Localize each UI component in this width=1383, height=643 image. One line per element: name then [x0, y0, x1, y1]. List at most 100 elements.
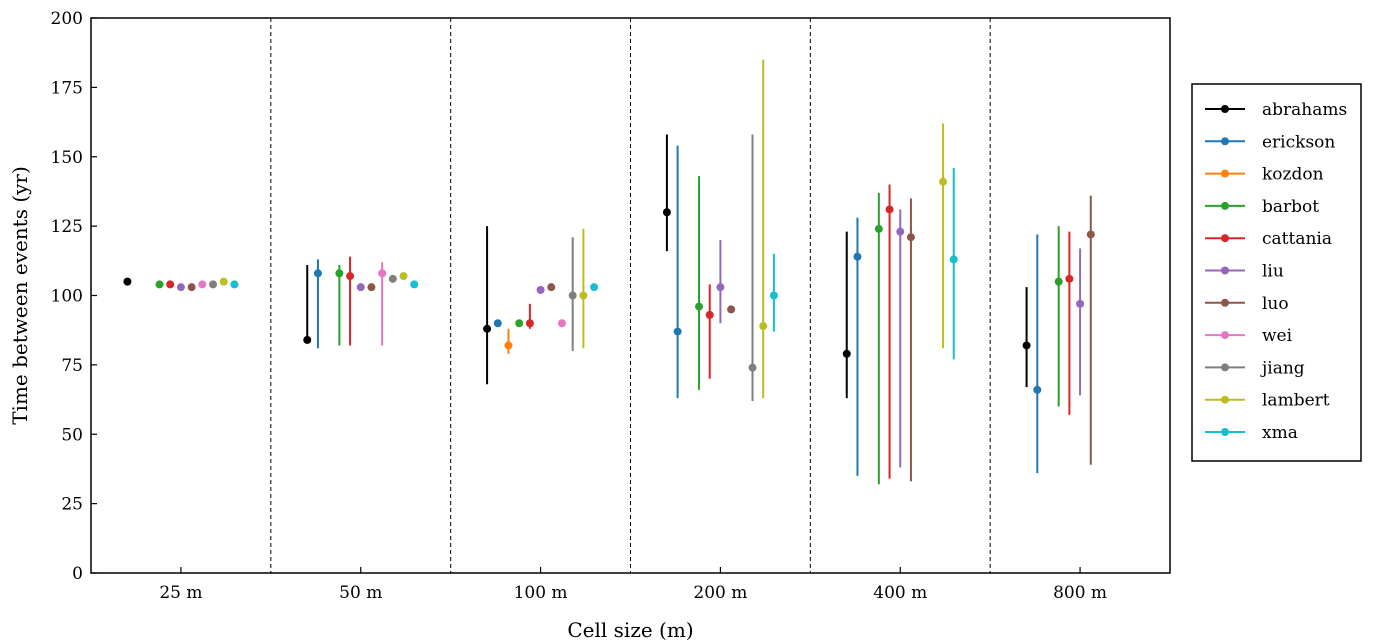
marker-jiang: [748, 363, 757, 372]
marker-wei: [198, 280, 207, 289]
marker-lambert: [579, 291, 588, 300]
legend-label-barbot: barbot: [1262, 197, 1319, 217]
marker-liu: [536, 285, 545, 294]
legend-marker-lambert: [1221, 395, 1229, 404]
error-bars: [306, 59, 1092, 485]
legend-label-cattania: cattania: [1262, 229, 1332, 249]
group-separators: [270, 18, 991, 573]
marker-abrahams: [1022, 341, 1031, 350]
x-tick-label: 200 m: [693, 583, 747, 603]
y-tick-label: 25: [61, 495, 83, 515]
marker-abrahams: [483, 324, 492, 333]
legend-marker-luo: [1221, 298, 1229, 307]
marker-barbot: [695, 302, 704, 311]
y-tick-label: 175: [51, 78, 83, 98]
legend-label-jiang: jiang: [1260, 358, 1305, 378]
x-axis-label: Cell size (m): [567, 618, 693, 642]
marker-cattania: [705, 310, 714, 319]
marker-barbot: [515, 319, 524, 328]
legend-label-liu: liu: [1262, 262, 1284, 282]
marker-abrahams: [123, 277, 132, 286]
marker-luo: [727, 305, 736, 314]
marker-wei: [557, 319, 566, 328]
legend-marker-barbot: [1221, 201, 1229, 210]
marker-jiang: [209, 280, 218, 289]
marker-cattania: [166, 280, 175, 289]
legend-marker-jiang: [1221, 363, 1229, 372]
legend-marker-xma: [1221, 428, 1229, 436]
y-tick-label: 100: [51, 287, 83, 307]
marker-barbot: [874, 224, 883, 233]
marker-xma: [769, 291, 778, 300]
marker-luo: [187, 283, 196, 292]
marker-cattania: [346, 272, 355, 281]
marker-jiang: [388, 274, 397, 283]
x-tick-label: 100 m: [514, 583, 568, 603]
marker-luo: [906, 233, 915, 242]
marker-lambert: [759, 322, 768, 331]
marker-cattania: [525, 319, 534, 328]
legend-label-wei: wei: [1262, 326, 1293, 346]
marker-jiang: [568, 291, 577, 300]
marker-xma: [230, 280, 239, 289]
marker-barbot: [155, 280, 164, 289]
marker-xma: [410, 280, 419, 289]
marker-lambert: [399, 272, 408, 281]
marker-abrahams: [303, 335, 312, 344]
x-tick-label: 50 m: [339, 583, 382, 603]
marker-erickson: [313, 269, 322, 278]
x-tick-label: 25 m: [159, 583, 202, 603]
legend-label-erickson: erickson: [1262, 132, 1335, 152]
legend-label-luo: luo: [1262, 294, 1289, 314]
legend-label-abrahams: abrahams: [1262, 100, 1347, 120]
y-tick-label: 200: [51, 9, 83, 29]
marker-xma: [590, 283, 599, 292]
marker-liu: [896, 227, 905, 236]
marker-erickson: [853, 252, 862, 261]
marker-cattania: [1065, 274, 1074, 283]
legend-box: [1191, 83, 1362, 462]
y-axis-label: Time between events (yr): [8, 166, 32, 425]
x-tick-label: 400 m: [873, 583, 927, 603]
marker-liu: [716, 283, 725, 292]
marker-xma: [949, 255, 958, 264]
marker-lambert: [219, 277, 228, 286]
legend-marker-kozdon: [1221, 169, 1229, 178]
marker-abrahams: [842, 349, 851, 358]
legend-marker-liu: [1221, 266, 1229, 275]
legend-marker-wei: [1221, 331, 1229, 340]
marker-erickson: [493, 319, 502, 328]
marker-barbot: [335, 269, 344, 278]
legend-label-kozdon: kozdon: [1262, 165, 1324, 185]
x-axis-ticks: 25 m 50 m 100 m 200 m 400 m 800 m: [159, 567, 1107, 603]
marker-liu: [176, 283, 185, 292]
legend: abrahams erickson kozdon barbot cattania liu l…: [1191, 83, 1362, 462]
y-tick-label: 50: [61, 425, 83, 445]
marker-luo: [547, 283, 556, 292]
y-axis-ticks: 0 25 50 75 100 125 150 175 200: [51, 9, 97, 584]
x-tick-label: 800 m: [1053, 583, 1107, 603]
marker-lambert: [939, 177, 948, 186]
marker-erickson: [1033, 385, 1042, 394]
marker-luo: [367, 283, 376, 292]
y-tick-label: 150: [51, 148, 83, 168]
marker-barbot: [1054, 277, 1063, 286]
marker-erickson: [673, 327, 682, 336]
legend-label-lambert: lambert: [1262, 391, 1330, 411]
y-tick-label: 0: [72, 564, 83, 584]
marker-kozdon: [504, 341, 513, 350]
legend-marker-abrahams: [1221, 105, 1229, 113]
legend-marker-erickson: [1221, 137, 1229, 146]
marker-liu: [356, 283, 365, 292]
marker-abrahams: [662, 208, 671, 217]
y-tick-label: 75: [61, 356, 83, 376]
data-markers: [123, 177, 1095, 394]
marker-liu: [1076, 299, 1085, 308]
legend-label-xma: xma: [1262, 423, 1298, 443]
marker-cattania: [885, 205, 894, 214]
marker-wei: [378, 269, 387, 278]
y-tick-label: 125: [51, 217, 83, 237]
marker-luo: [1086, 230, 1095, 239]
legend-marker-cattania: [1221, 234, 1229, 243]
